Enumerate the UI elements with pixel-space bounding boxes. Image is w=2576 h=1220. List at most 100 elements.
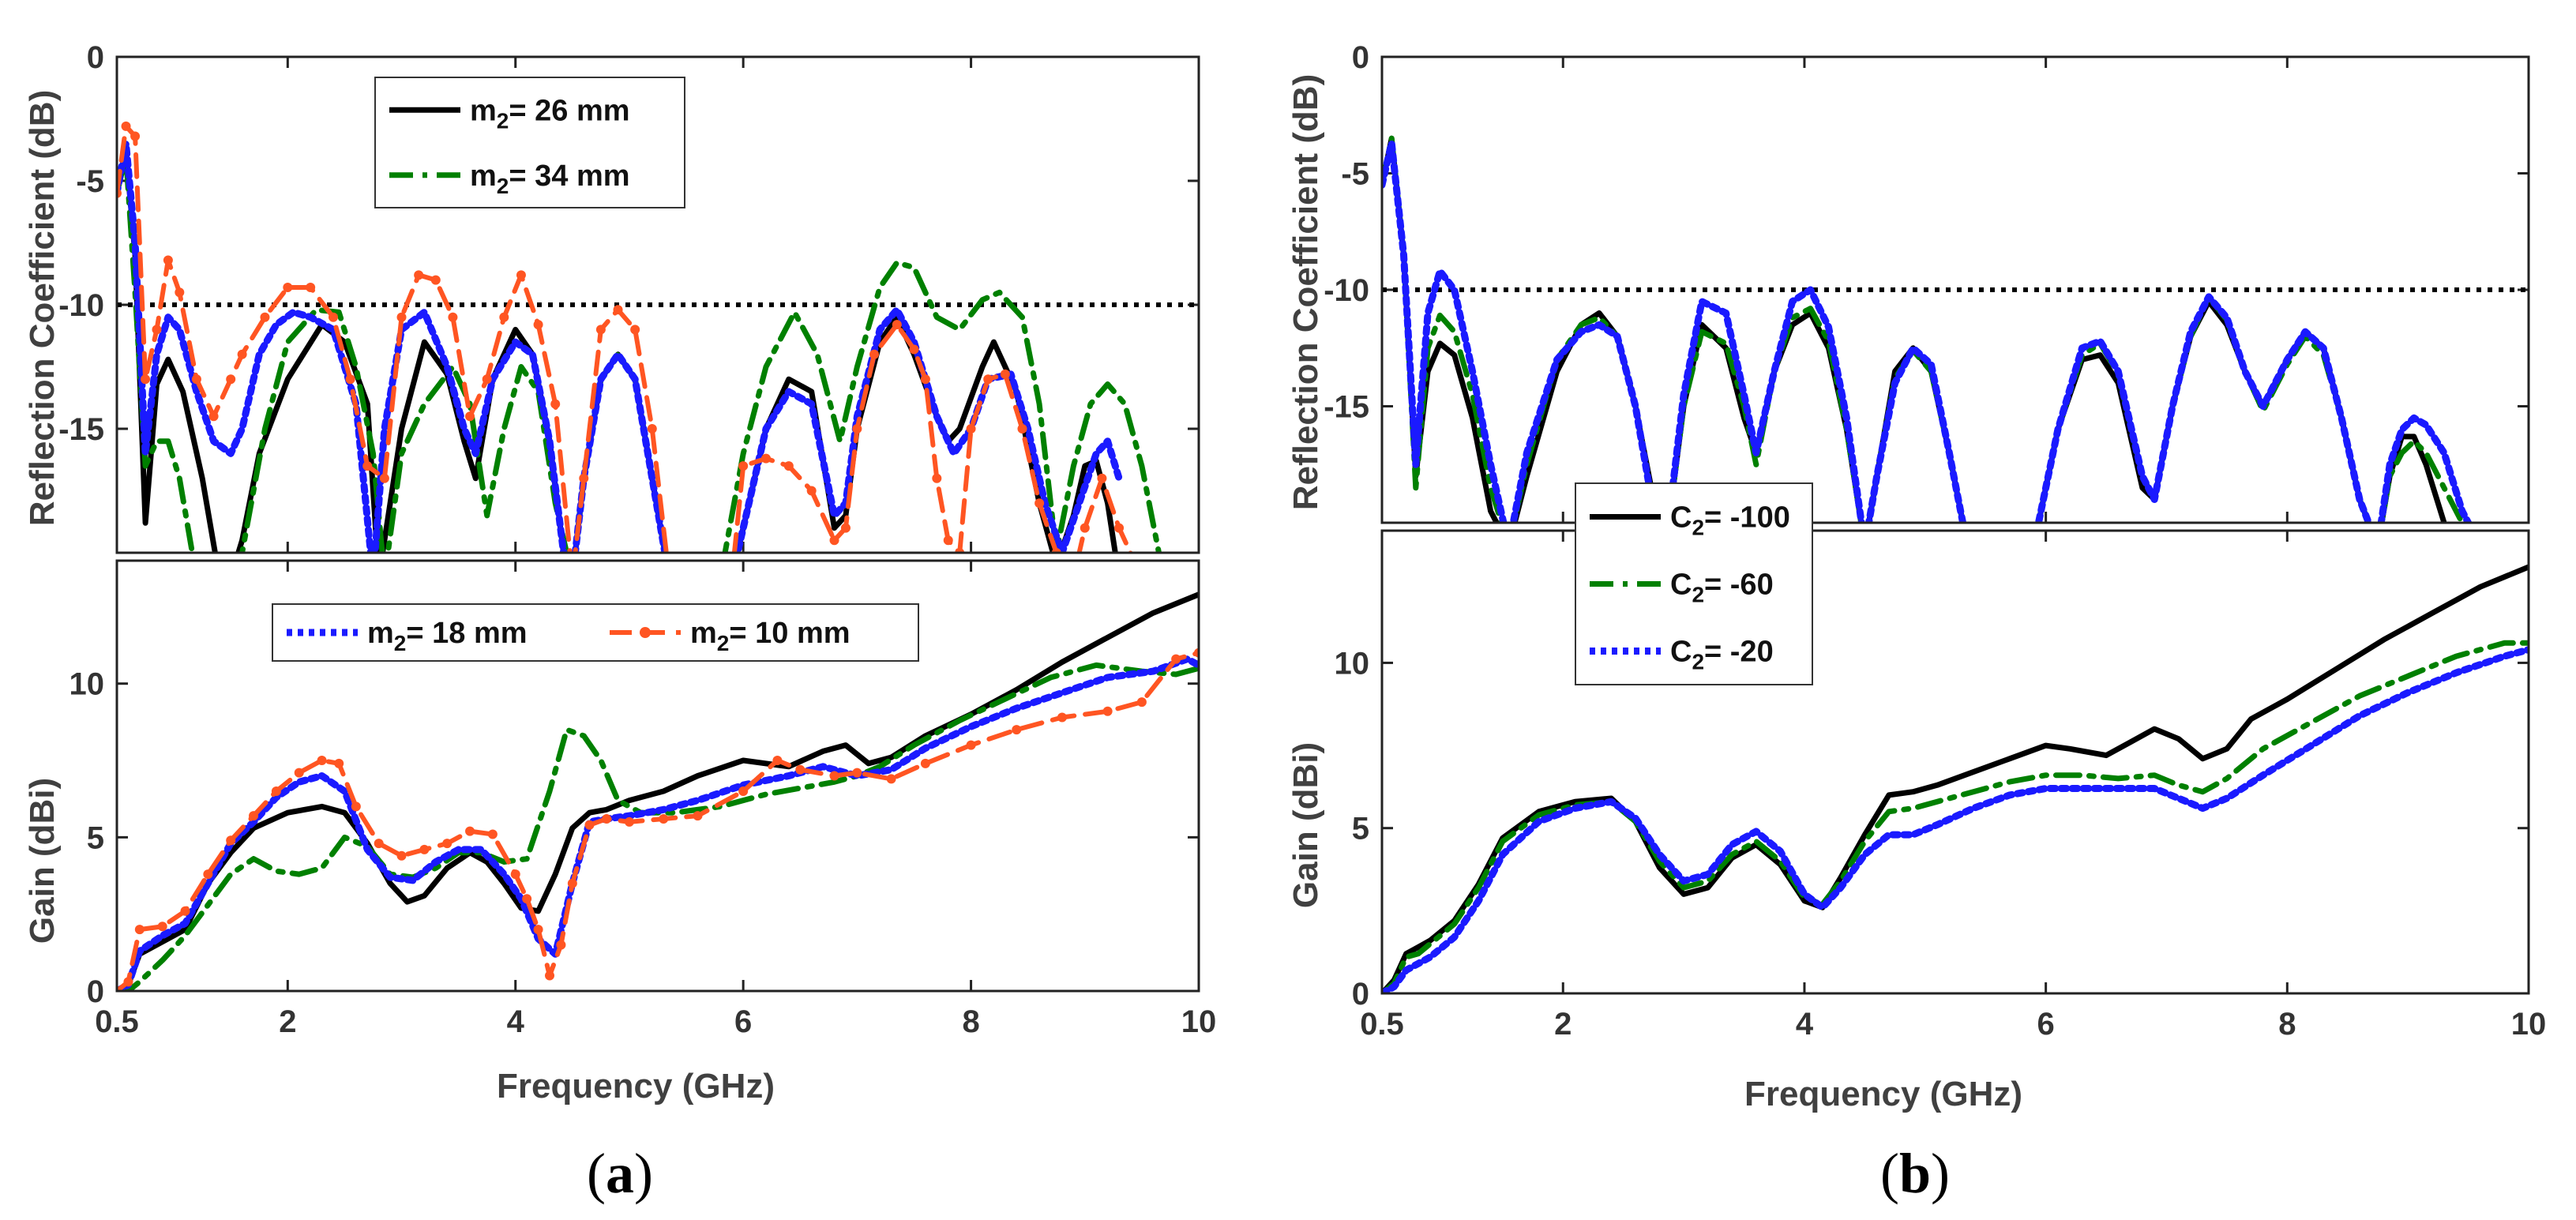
panel-a-reflection-series-3-marker (516, 270, 526, 280)
panel-b-label-close: ) (1931, 1142, 1950, 1205)
panel-a-gain-series-3-marker (624, 816, 634, 827)
panel-a-reflection-series-3-marker (533, 320, 543, 330)
panel-a-reflection-plot: 0 -5 -10 -15 (58, 40, 1200, 554)
panel-a-reflection-series-3-marker (738, 461, 749, 471)
panel-a-gain-series-3-marker (886, 774, 896, 784)
panel-a-gain-series-3-marker (180, 906, 190, 916)
panel-a-reflection-series-3-marker (1080, 523, 1090, 533)
panel-b-xlabel: Frequency (GHz) (1744, 1075, 2022, 1113)
panel-a-xtick-label: 2 (279, 1004, 296, 1039)
panel-a-reflection-series-3-marker (932, 473, 942, 483)
panel-b-reflection-ytick-label: 0 (1352, 40, 1369, 75)
panel-a-gain-series-3-marker (351, 801, 361, 812)
panel-b-gain-series-1 (1382, 640, 2529, 993)
panel-a-reflection-series-3-marker (237, 349, 247, 359)
panel-a-gain-series-3-marker (465, 826, 475, 836)
panel-a-reflection-series-3-marker (1035, 498, 1045, 509)
panel-b-xtick-label: 6 (2037, 1007, 2055, 1042)
panel-a-reflection-series-3-marker (208, 411, 219, 422)
panel-a-gain-series-0 (117, 591, 1199, 991)
panel-a-xtick-label: 10 (1181, 1004, 1217, 1039)
panel-a-reflection-series-3-marker (130, 131, 141, 141)
panel-a-gain-series-3-marker (334, 758, 344, 768)
panel-a-gain-series-3-marker (510, 869, 520, 880)
panel-a-reflection-series-3-marker (1000, 369, 1010, 379)
panel-a-legend-label-1: m2= 10 mm (690, 617, 851, 655)
panel-a-reflection-series-3-marker (163, 255, 173, 265)
panel-a-gain-series-3-marker (567, 878, 577, 888)
panel-a-legend-swatch-marker-1 (640, 627, 651, 638)
panel-a-legend: m2= 18 mm m2= 10 mm (272, 603, 919, 662)
panel-a-reflection-series-3-marker (1017, 424, 1027, 434)
panel-a-gain-series-3-marker (442, 839, 452, 849)
panel-a-reflection-series-3-marker (1097, 473, 1107, 483)
panel-a-reflection-series-3-marker (550, 399, 561, 409)
panel-b-legend-label-2: C2= -20 (1670, 636, 1774, 674)
panel-b-label: (b) (1880, 1142, 1950, 1205)
panel-a-reflection-series-3-marker (191, 374, 201, 385)
panel-a-gain-series-3-marker (545, 970, 554, 981)
panel-a-gain-series-3-marker (693, 811, 703, 821)
panel-b-gain-frame (1380, 529, 2530, 995)
panel-b-gain-plot: 0 5 10 0.5 2 4 6 8 10 (1335, 529, 2547, 1042)
panel-a-gain-series-3-marker (1136, 697, 1147, 708)
panel-a-gain-series-3-marker (1171, 654, 1181, 664)
panel-a-legend-box (374, 77, 685, 208)
panel-a-gain-series-3-marker (602, 814, 612, 824)
panel-a-reflection-series-3-marker (920, 374, 930, 385)
panel-a-gain-series-3-marker (226, 835, 236, 846)
panel-a-gain-series-3-marker (829, 771, 839, 781)
panel-a-gain-ytick-label: 10 (69, 667, 105, 702)
panel-a-gain-frame (115, 559, 1200, 993)
panel-a-gain-series-3-marker (795, 764, 805, 775)
panel-a-label-open: ( (587, 1142, 606, 1205)
panel-b-gain-series-2 (1382, 646, 2529, 993)
panel-a-reflection-series-3-marker (1114, 523, 1125, 533)
panel-b-gain-ylabel: Gain (dBi) (1286, 742, 1325, 908)
panel-a-gain-ytick-label: 0 (87, 974, 104, 1009)
panel-a-gain-series-1 (117, 662, 1199, 991)
panel-a-reflection-series-3-marker (141, 374, 151, 385)
panel-a-reflection-series-3-marker (329, 312, 338, 322)
panel-b-legend: C2= -100 C2= -60 C2= -20 (1575, 482, 1813, 685)
panel-a-gain-series-3-marker (396, 850, 407, 861)
panel-a-reflection-series-3-marker (943, 535, 953, 546)
panel-a-reflection-series-3-marker (761, 453, 771, 464)
panel-b: Reflection Coefficient (dB) Gain (dBi) F… (1286, 40, 2546, 1205)
panel-b-xtick-label: 8 (2278, 1007, 2296, 1042)
panel-a-gain-series-3-marker (374, 839, 384, 849)
panel-b-reflection-plot: 0 -5 -10 -15 (1324, 40, 2530, 524)
panel-a-legend-label-0: m2= 26 mm (470, 94, 630, 133)
panel-a-gain-series-3-marker (134, 925, 145, 935)
panel-a-gain-series-3-marker (584, 820, 595, 830)
panel-a-gain-series-3-marker (920, 758, 930, 768)
panel-a-gain-series-3-marker (123, 977, 133, 987)
panel-b-reflection-frame (1380, 55, 2530, 524)
panel-a-reflection-series-3-marker (840, 523, 851, 533)
panel-a-reflection-series-3-marker (121, 121, 131, 131)
panel-a-reflection-series-3-marker (499, 312, 509, 322)
panel-b-label-open: ( (1880, 1142, 1899, 1205)
panel-a-gain-series-3-marker (1012, 725, 1022, 735)
panel-a-reflection-series-3-marker (869, 349, 879, 359)
panel-a-reflection-series-3-marker (852, 424, 862, 434)
panel-a-reflection-series-3-marker (579, 473, 589, 483)
panel-a-reflection-series-3-marker (983, 374, 993, 385)
panel-a-gain-series-3-marker (249, 811, 259, 821)
panel-a-gain-series-3-marker (1102, 706, 1113, 716)
panel-a-gain-ylabel: Gain (dBi) (23, 778, 62, 944)
panel-b-reflection-series-2 (1382, 139, 2473, 523)
panel-a-reflection-series-3-marker (260, 312, 270, 322)
panel-b-xtick-label: 10 (2511, 1007, 2547, 1042)
panel-a-reflection-series-3-marker (595, 325, 606, 335)
panel-a-reflection-series-3-marker (152, 325, 162, 335)
panel-a-reflection-series-3-marker (175, 287, 185, 298)
panel-a-reflection-ytick-label: -5 (76, 164, 104, 199)
panel-b-reflection-ylabel: Reflection Coefficient (dB) (1286, 74, 1325, 510)
panel-a-reflection-series-3-marker (226, 374, 236, 385)
panel-a-gain-series-3-marker (966, 740, 976, 750)
panel-a-reflection-series-3-marker (362, 461, 373, 471)
panel-b-xtick-label: 4 (1796, 1007, 1814, 1042)
panel-a-gain-series-3-marker (419, 844, 430, 854)
